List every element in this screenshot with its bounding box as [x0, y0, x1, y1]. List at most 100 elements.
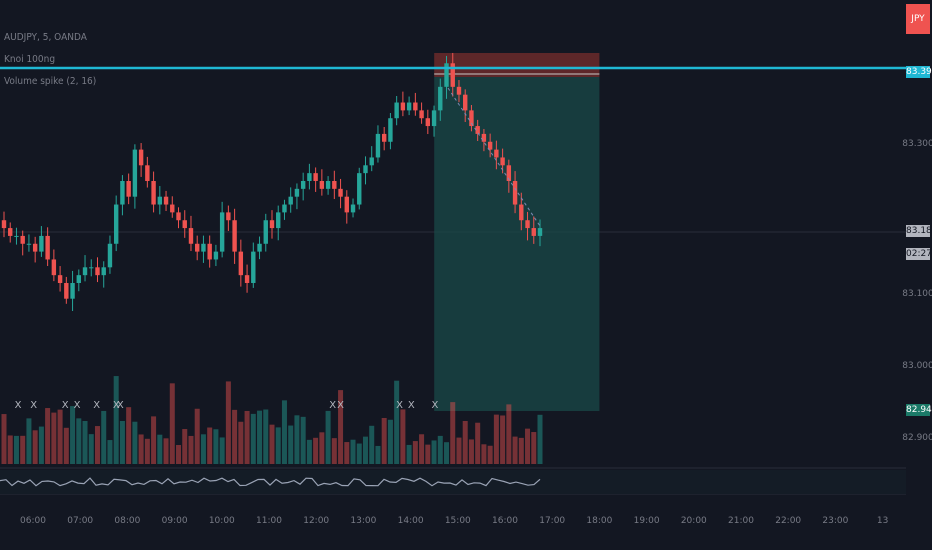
volume-bar — [51, 412, 57, 464]
candle-body — [145, 165, 150, 181]
volume-bar — [468, 439, 474, 464]
candle-body — [32, 243, 38, 252]
volume-bar — [375, 445, 381, 464]
candle-body — [195, 243, 200, 252]
candle-body — [463, 94, 468, 111]
candle-body — [263, 220, 268, 244]
candle-body — [113, 204, 119, 244]
time-tick-label: 11:00 — [256, 516, 282, 526]
volume-bar — [288, 425, 294, 464]
volume-bar — [182, 429, 188, 464]
ticker-badge[interactable]: JPY — [906, 4, 930, 34]
candle-body — [76, 275, 81, 284]
volume-bar — [400, 409, 406, 464]
volume-bar — [493, 414, 499, 464]
spike-marker: X — [408, 400, 415, 411]
volume-bar — [32, 430, 38, 464]
volume-bar — [425, 444, 431, 464]
candle-body — [369, 157, 374, 166]
volume-bar — [7, 435, 13, 464]
candle-body — [64, 283, 69, 299]
volume-bar — [381, 417, 387, 464]
volume-bar — [250, 413, 256, 464]
volume-bar — [101, 410, 107, 464]
price-tick-label: 83.000 — [902, 361, 932, 371]
time-tick-label: 08:00 — [114, 516, 140, 526]
candle-body — [531, 228, 536, 236]
time-tick-label: 17:00 — [539, 516, 565, 526]
spike-marker: X — [329, 400, 336, 411]
time-tick-label: 07:00 — [67, 516, 93, 526]
candle-body — [375, 133, 381, 158]
candle-body — [456, 86, 462, 95]
time-tick-label: 18:00 — [586, 516, 612, 526]
volume-bar — [525, 428, 531, 464]
candle-body — [444, 63, 449, 87]
candle-body — [126, 180, 131, 197]
price-tick-label: 83.300 — [902, 139, 932, 149]
candle-body — [512, 180, 518, 205]
candle-body — [120, 180, 125, 205]
candle-body — [300, 180, 306, 189]
spike-marker: X — [117, 400, 124, 411]
volume-bar — [325, 410, 331, 464]
volume-bar — [294, 415, 300, 464]
symbol-legend[interactable]: AUDJPY, 5, OANDA — [4, 32, 87, 43]
candle-body — [188, 228, 194, 244]
time-tick-label: 09:00 — [162, 516, 188, 526]
candle-body — [494, 149, 499, 158]
position-tool[interactable] — [434, 53, 600, 411]
candle-body — [213, 251, 219, 260]
candle-body — [257, 243, 262, 252]
time-tick-label: 15:00 — [445, 516, 471, 526]
candle-body — [388, 118, 393, 142]
volume-bar — [437, 435, 443, 464]
candle-body — [381, 133, 387, 142]
volume-bar — [487, 445, 493, 464]
volume-bar — [200, 434, 206, 464]
volume-bar — [275, 427, 281, 464]
volume-bar — [45, 408, 51, 464]
spike-marker: X — [74, 400, 81, 411]
volume-bar — [350, 439, 356, 464]
candle-body — [469, 110, 474, 127]
volume-bar — [387, 419, 393, 464]
candle-body — [138, 149, 144, 166]
volume-bar — [450, 402, 456, 464]
time-tick-label: 10:00 — [209, 516, 235, 526]
stop-zone — [434, 53, 600, 77]
time-tick-label: 13:00 — [350, 516, 376, 526]
volume-bar — [207, 427, 213, 464]
candles — [1, 52, 543, 312]
target-zone — [434, 77, 600, 411]
volume-bar — [300, 416, 306, 464]
candle-body — [438, 86, 443, 111]
volume-bar — [113, 376, 119, 464]
price-axis[interactable]: 83.300 83.100 83.000 82.900 — [902, 139, 932, 443]
candle-body — [431, 110, 437, 127]
candle-body — [163, 196, 169, 205]
candle-body — [82, 267, 88, 276]
volume-bar — [225, 381, 231, 464]
volume-bar — [319, 432, 325, 464]
volume-bar — [20, 435, 26, 464]
volume-bar — [126, 407, 132, 464]
candle-body — [201, 243, 206, 252]
candle-body — [344, 196, 349, 213]
indicator-legend-1[interactable]: Knoi 100ng — [4, 54, 56, 65]
volume-spike-markers: X X X X X XX X X X X X — [15, 400, 439, 411]
candle-body — [8, 228, 13, 236]
volume-bar — [119, 420, 125, 464]
volume-bar — [456, 437, 462, 464]
volume-bar — [219, 437, 225, 464]
indicator-legend-2[interactable]: Volume spike (2, 16) — [4, 76, 97, 87]
candle-body — [519, 204, 524, 221]
spike-marker: X — [62, 400, 69, 411]
spike-marker: X — [337, 400, 344, 411]
candle-body — [251, 251, 256, 284]
volume-bar — [176, 445, 182, 464]
candle-body — [170, 204, 175, 213]
time-axis[interactable]: 06:00 07:00 08:00 09:00 10:00 11:00 12:00 13:00… — [20, 516, 888, 526]
spike-marker: X — [15, 400, 22, 411]
